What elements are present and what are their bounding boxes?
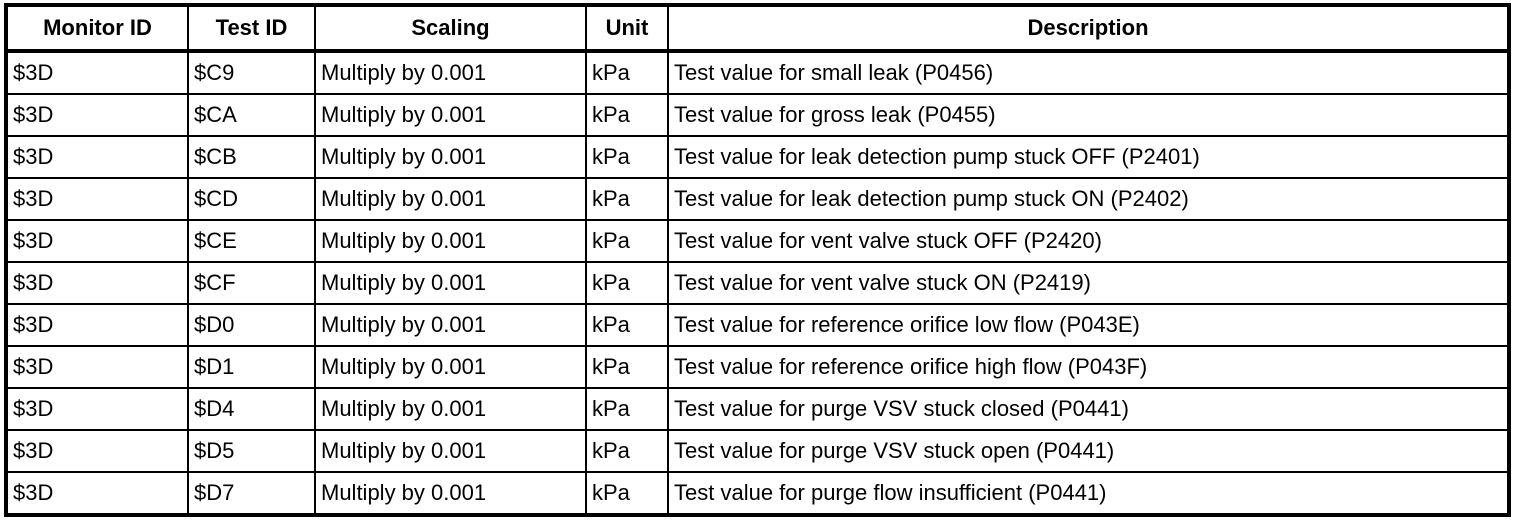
- test-id-cell: $CE: [187, 218, 316, 263]
- monitor-id-cell: $3D: [5, 93, 189, 137]
- description-cell: Test value for gross leak (P0455): [667, 93, 1510, 137]
- description-cell: Test value for vent valve stuck ON (P241…: [667, 260, 1510, 305]
- table-row: $3D $D4 Multiply by 0.001 kPa Test value for…: [5, 386, 1510, 431]
- table-row: $3D $D5 Multiply by 0.001 kPa Test value for…: [5, 428, 1510, 473]
- monitor-id-cell: $3D: [5, 218, 189, 263]
- unit-cell: kPa: [585, 386, 669, 431]
- test-id-cell: $D4: [187, 386, 316, 431]
- column-header-test-id: Test ID: [187, 4, 316, 53]
- scaling-cell: Multiply by 0.001: [314, 470, 587, 517]
- description-cell: Test value for leak detection pump stuck…: [667, 176, 1510, 221]
- table-row: $3D $CB Multiply by 0.001 kPa Test value for…: [5, 135, 1510, 179]
- table-row: $3D $CE Multiply by 0.001 kPa Test value for…: [5, 218, 1510, 263]
- test-id-cell: $D0: [187, 302, 316, 347]
- table-row: $3D $D7 Multiply by 0.001 kPa Test value for…: [5, 470, 1510, 517]
- table-row: $3D $CF Multiply by 0.001 kPa Test value for…: [5, 260, 1510, 305]
- unit-cell: kPa: [585, 93, 669, 137]
- monitor-test-table-container: Monitor ID Test ID Scaling Unit Description …: [4, 3, 1511, 517]
- scaling-cell: Multiply by 0.001: [314, 176, 587, 221]
- description-cell: Test value for vent valve stuck OFF (P24…: [667, 218, 1510, 263]
- unit-cell: kPa: [585, 218, 669, 263]
- test-id-cell: $CD: [187, 176, 316, 221]
- description-cell: Test value for purge flow insufficient (…: [667, 470, 1510, 517]
- description-cell: Test value for reference orifice low flo…: [667, 302, 1510, 347]
- unit-cell: kPa: [585, 135, 669, 179]
- header-row: Monitor ID Test ID Scaling Unit Description: [5, 4, 1510, 53]
- description-cell: Test value for reference orifice high fl…: [667, 344, 1510, 389]
- description-cell: Test value for leak detection pump stuck…: [667, 135, 1510, 179]
- monitor-id-cell: $3D: [5, 344, 189, 389]
- column-header-scaling: Scaling: [314, 4, 587, 53]
- test-id-cell: $D1: [187, 344, 316, 389]
- column-header-monitor-id: Monitor ID: [5, 4, 189, 53]
- description-cell: Test value for small leak (P0456): [667, 49, 1510, 96]
- scaling-cell: Multiply by 0.001: [314, 49, 587, 96]
- table-row: $3D $D1 Multiply by 0.001 kPa Test value for…: [5, 344, 1510, 389]
- scaling-cell: Multiply by 0.001: [314, 218, 587, 263]
- scaling-cell: Multiply by 0.001: [314, 386, 587, 431]
- table-row: $3D $CD Multiply by 0.001 kPa Test value for…: [5, 176, 1510, 221]
- unit-cell: kPa: [585, 176, 669, 221]
- scaling-cell: Multiply by 0.001: [314, 302, 587, 347]
- unit-cell: kPa: [585, 428, 669, 473]
- unit-cell: kPa: [585, 49, 669, 96]
- scaling-cell: Multiply by 0.001: [314, 135, 587, 179]
- scaling-cell: Multiply by 0.001: [314, 260, 587, 305]
- description-cell: Test value for purge VSV stuck open (P04…: [667, 428, 1510, 473]
- monitor-id-cell: $3D: [5, 49, 189, 96]
- table-row: $3D $C9 Multiply by 0.001 kPa Test value for…: [5, 49, 1510, 96]
- test-id-cell: $D5: [187, 428, 316, 473]
- test-id-cell: $CA: [187, 93, 316, 137]
- column-header-description: Description: [667, 4, 1510, 53]
- test-id-cell: $C9: [187, 49, 316, 96]
- monitor-id-cell: $3D: [5, 176, 189, 221]
- monitor-id-cell: $3D: [5, 428, 189, 473]
- unit-cell: kPa: [585, 344, 669, 389]
- test-id-cell: $CF: [187, 260, 316, 305]
- unit-cell: kPa: [585, 260, 669, 305]
- monitor-id-cell: $3D: [5, 470, 189, 517]
- description-cell: Test value for purge VSV stuck closed (P…: [667, 386, 1510, 431]
- scaling-cell: Multiply by 0.001: [314, 93, 587, 137]
- monitor-id-cell: $3D: [5, 135, 189, 179]
- monitor-id-cell: $3D: [5, 260, 189, 305]
- unit-cell: kPa: [585, 302, 669, 347]
- monitor-id-cell: $3D: [5, 386, 189, 431]
- table-row: $3D $D0 Multiply by 0.001 kPa Test value for…: [5, 302, 1510, 347]
- scaling-cell: Multiply by 0.001: [314, 344, 587, 389]
- unit-cell: kPa: [585, 470, 669, 517]
- test-id-cell: $CB: [187, 135, 316, 179]
- monitor-test-table: Monitor ID Test ID Scaling Unit Description …: [4, 3, 1511, 517]
- table-header: Monitor ID Test ID Scaling Unit Description: [5, 4, 1510, 53]
- monitor-id-cell: $3D: [5, 302, 189, 347]
- column-header-unit: Unit: [585, 4, 669, 53]
- scaling-cell: Multiply by 0.001: [314, 428, 587, 473]
- table-row: $3D $CA Multiply by 0.001 kPa Test value for…: [5, 93, 1510, 137]
- table-body: $3D $C9 Multiply by 0.001 kPa Test value for…: [5, 49, 1510, 517]
- test-id-cell: $D7: [187, 470, 316, 517]
